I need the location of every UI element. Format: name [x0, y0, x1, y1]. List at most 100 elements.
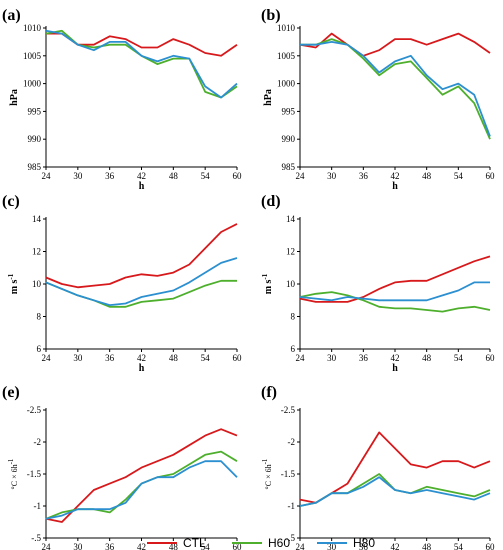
- x-axis-label: h: [139, 181, 145, 192]
- y-tick-label: 12: [286, 247, 295, 257]
- y-axis-label: hPa: [263, 89, 274, 106]
- panel-label: (b): [261, 7, 281, 24]
- y-tick-label: -.5: [31, 533, 41, 543]
- y-tick-label: 995: [28, 106, 42, 116]
- x-tick-label: 48: [169, 353, 179, 363]
- y-axis-label: hPa: [9, 89, 20, 106]
- y-tick-label: -2: [288, 437, 296, 447]
- x-tick-label: 48: [422, 171, 432, 181]
- series-line-h80: [45, 257, 238, 307]
- x-tick-label: 48: [422, 542, 432, 550]
- series-line-ctl: [299, 255, 491, 303]
- x-axis-label: h: [139, 363, 145, 374]
- series-line-h80: [45, 29, 238, 99]
- y-tick-label: 1005: [277, 51, 296, 61]
- x-tick-label: 60: [486, 542, 496, 550]
- series-line-ctl: [299, 431, 491, 504]
- x-tick-label: 60: [486, 353, 496, 363]
- y-tick-label: 12: [32, 247, 41, 257]
- series-line-ctl: [299, 32, 491, 57]
- y-tick-label: 1005: [23, 51, 42, 61]
- series-line-h60: [45, 29, 238, 99]
- panel-d: (d) 6 8 10 12 14 24 30 36 42 48 54 60 h m s-1: [261, 193, 495, 374]
- x-tick-label: 54: [201, 542, 211, 550]
- y-axis-label: °C × 6h-1: [261, 458, 273, 489]
- x-tick-label: 30: [327, 171, 337, 181]
- y-tick-label: 6: [37, 344, 42, 354]
- y-tick-label: 14: [32, 214, 42, 224]
- y-tick-label: 1010: [23, 23, 42, 33]
- x-tick-label: 36: [359, 171, 369, 181]
- legend-label-h60: H60: [268, 536, 290, 550]
- x-tick-label: 30: [327, 542, 337, 550]
- series-line-ctl: [45, 223, 238, 289]
- y-axis-label: °C × 6h-1: [7, 458, 19, 489]
- y-tick-label: -2: [34, 437, 42, 447]
- x-tick-label: 54: [201, 353, 211, 363]
- series-line-h60: [300, 38, 491, 140]
- y-tick-label: 6: [291, 344, 296, 354]
- y-tick-label: 8: [291, 312, 296, 322]
- x-tick-label: 30: [327, 353, 337, 363]
- x-tick-label: 42: [391, 353, 400, 363]
- x-axis-label: h: [392, 363, 398, 374]
- panel-e: (e)-.5-1-1.5-2-2.524303642485460h°C × 6h…: [2, 384, 242, 550]
- x-tick-label: 24: [296, 542, 306, 550]
- y-tick-label: 10: [32, 279, 42, 289]
- panel-label: (d): [261, 193, 281, 210]
- x-tick-label: 24: [42, 171, 52, 181]
- panel-b: (b) 985 990 995 1000 1005 1010 24 30 36 42 48 54 60 h h…: [261, 7, 495, 192]
- y-axis-label: m s-1: [7, 273, 20, 294]
- legend-label-h80: H80: [353, 536, 375, 550]
- y-tick-label: 1010: [277, 23, 296, 33]
- x-tick-label: 48: [169, 542, 179, 550]
- panel-f: (f)-.5-1-1.5-2-2.524303642485460h°C × 6h…: [261, 384, 495, 550]
- x-tick-label: 54: [454, 171, 464, 181]
- y-tick-label: -2.5: [27, 405, 42, 415]
- series-line-ctl: [45, 428, 238, 523]
- x-tick-label: 24: [42, 353, 52, 363]
- y-tick-label: -1.5: [281, 469, 296, 479]
- y-tick-label: 14: [286, 214, 296, 224]
- x-tick-label: 54: [454, 353, 464, 363]
- y-tick-label: -1: [34, 501, 42, 511]
- panel-a: (a) 985 990 995 1000 1005 1010 24 30 36 42 48 54 60 h h…: [2, 7, 242, 192]
- x-axis-label: h: [392, 181, 398, 192]
- y-tick-label: 8: [37, 312, 42, 322]
- y-tick-label: -.5: [285, 533, 295, 543]
- panel-label: (c): [2, 193, 20, 210]
- x-tick-label: 30: [73, 353, 83, 363]
- series-line-ctl: [46, 32, 238, 57]
- series-line-h60: [299, 291, 491, 313]
- x-tick-label: 24: [296, 353, 306, 363]
- x-tick-label: 24: [296, 171, 306, 181]
- series-line-h80: [299, 281, 490, 302]
- y-tick-label: 10: [286, 279, 296, 289]
- x-tick-label: 36: [359, 353, 369, 363]
- x-tick-label: 30: [73, 171, 83, 181]
- panel-label: (e): [2, 384, 20, 401]
- y-tick-label: 1000: [23, 79, 42, 89]
- x-tick-label: 42: [391, 171, 400, 181]
- y-tick-label: 990: [282, 134, 296, 144]
- x-tick-label: 42: [391, 542, 400, 550]
- y-tick-label: 990: [28, 134, 42, 144]
- x-tick-label: 24: [42, 542, 52, 550]
- x-tick-label: 42: [137, 353, 146, 363]
- x-tick-label: 48: [422, 353, 432, 363]
- series-line-h80: [299, 476, 491, 507]
- x-tick-label: 42: [137, 171, 146, 181]
- x-tick-label: 36: [105, 542, 115, 550]
- legend-label-ctl: CTL: [183, 536, 206, 550]
- x-tick-label: 60: [233, 353, 243, 363]
- x-tick-label: 36: [105, 353, 115, 363]
- x-tick-label: 36: [105, 171, 115, 181]
- y-tick-label: -2.5: [281, 405, 296, 415]
- y-tick-label: 985: [282, 162, 296, 172]
- panel-label: (a): [2, 7, 21, 24]
- y-tick-label: 995: [282, 106, 296, 116]
- x-tick-label: 60: [233, 542, 243, 550]
- y-axis-label: m s-1: [261, 273, 274, 294]
- series-line-h80: [300, 41, 491, 137]
